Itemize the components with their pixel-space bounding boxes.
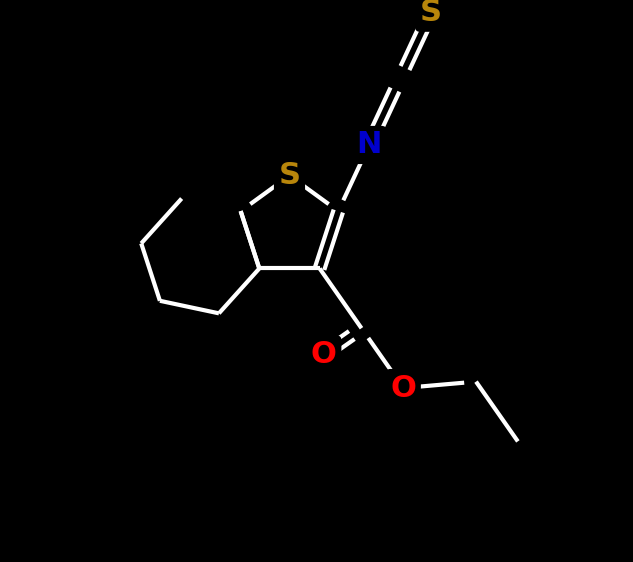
Text: O: O (391, 374, 417, 402)
Text: O: O (311, 340, 337, 369)
Text: N: N (356, 130, 382, 160)
Text: S: S (420, 0, 442, 27)
Text: S: S (279, 161, 301, 190)
